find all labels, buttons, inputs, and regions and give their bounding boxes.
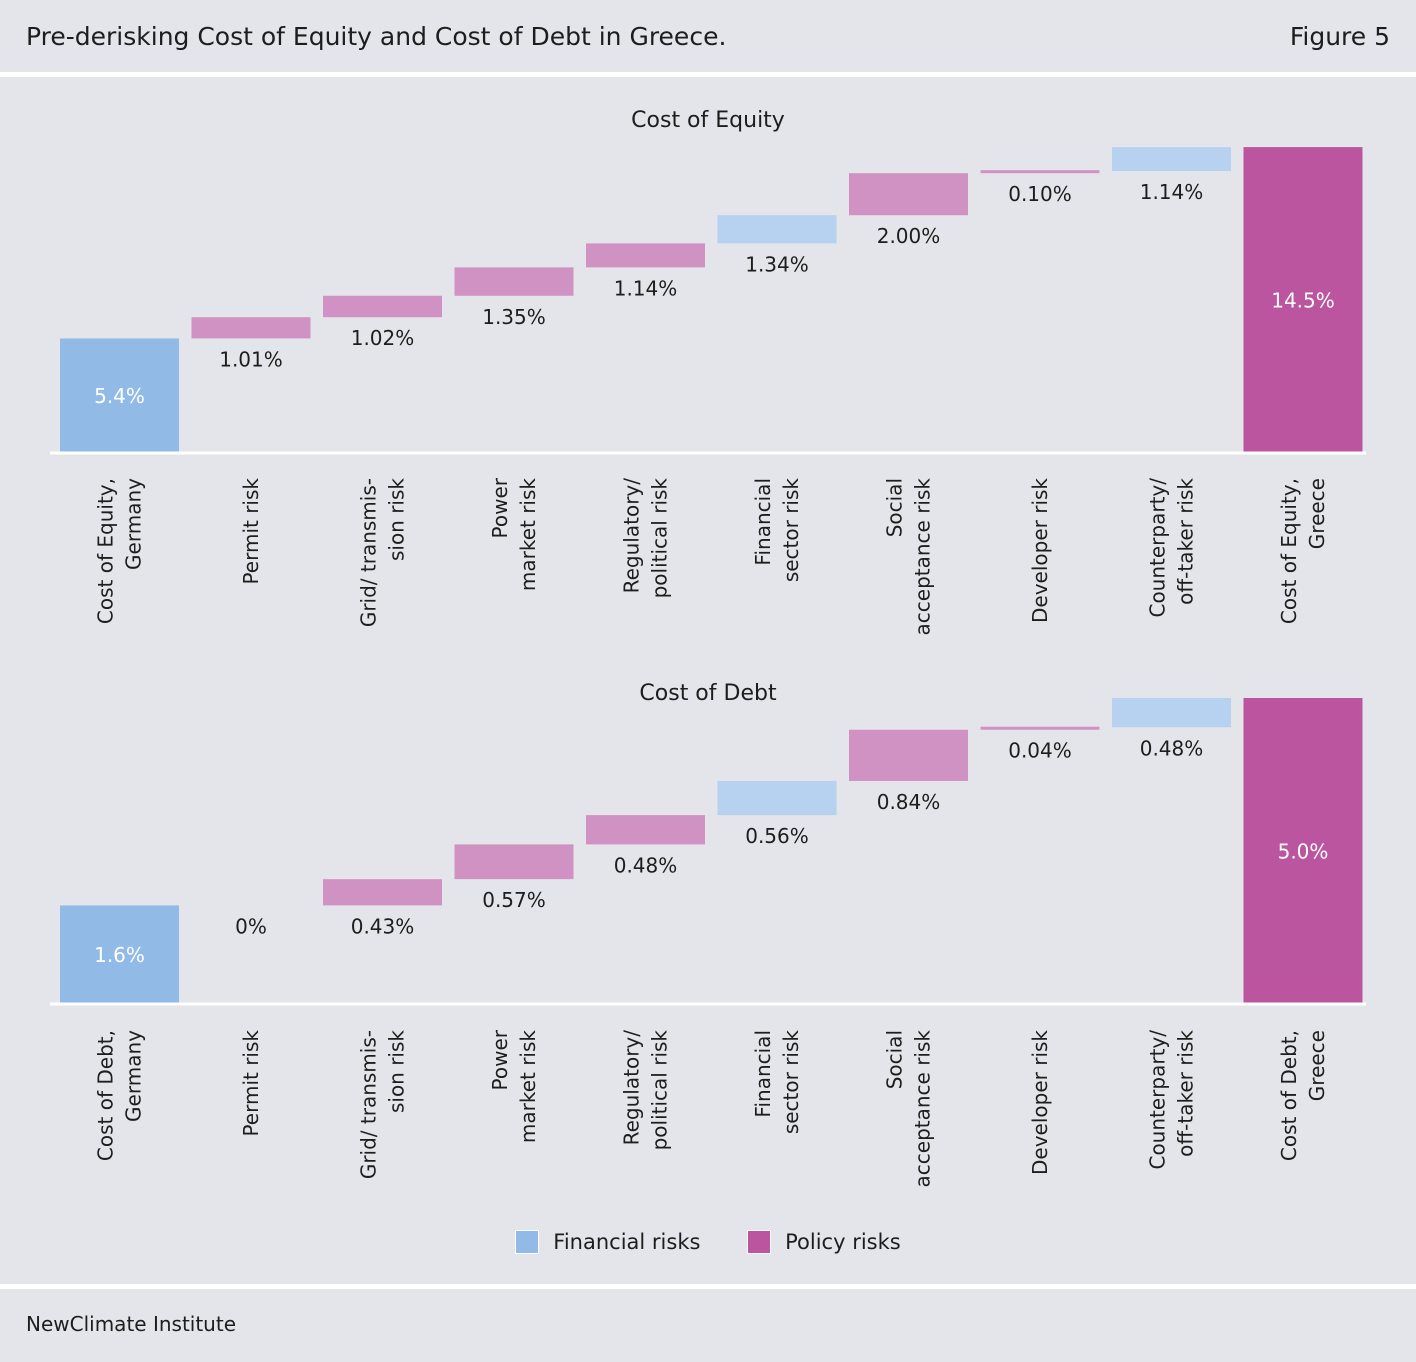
legend-label-policy: Policy risks [785, 1230, 901, 1254]
equity-category-label-1: Cost of Equity, [94, 478, 118, 624]
figure-number: Figure 5 [1289, 22, 1390, 51]
debt-category-label-3: Grid/ transmis- [357, 1030, 381, 1179]
debt-category-label-7: Social [883, 1030, 907, 1089]
debt-chart-title: Cost of Debt [639, 681, 777, 706]
debt-category-label-8: Developer risk [1028, 1030, 1052, 1175]
equity-bar-3 [323, 295, 442, 318]
equity-category-label-3: sion risk [385, 478, 409, 561]
equity-data-label-2: 1.01% [219, 347, 283, 371]
debt-category-label-6: sector risk [779, 1030, 803, 1135]
debt-category-label-2: Permit risk [239, 1030, 263, 1137]
debt-bar-8 [980, 726, 1100, 730]
equity-category-label-2: Permit risk [239, 478, 263, 585]
debt-bar-6 [717, 780, 837, 816]
debt-bar-10 [1243, 698, 1363, 1003]
header: Pre-derisking Cost of Equity and Cost of… [0, 0, 1416, 72]
equity-bar-6 [717, 215, 837, 244]
debt-data-label-4: 0.57% [482, 888, 546, 912]
equity-category-label-9: off-taker risk [1174, 478, 1198, 605]
equity-category-label-7: acceptance risk [911, 478, 935, 636]
equity-category-label-9: Counterparty/ [1146, 478, 1170, 618]
legend-item-policy: Policy risks [747, 1230, 901, 1254]
debt-category-label-5: Regulatory/ [620, 1030, 644, 1146]
equity-category-label-6: Financial [751, 478, 775, 566]
equity-bar-9 [1112, 147, 1231, 172]
equity-bar-5 [586, 243, 705, 268]
equity-data-label-3: 1.02% [351, 326, 415, 350]
figure-title: Pre-derisking Cost of Equity and Cost of… [26, 22, 727, 51]
legend-swatch-policy [747, 1230, 772, 1254]
equity-chart-title: Cost of Equity [631, 108, 785, 133]
debt-data-label-6: 0.56% [745, 824, 809, 848]
legend: Financial risks Policy risks [0, 1230, 1416, 1259]
legend-item-financial: Financial risks [515, 1230, 700, 1254]
equity-bar-2 [191, 317, 311, 339]
equity-category-label-4: Power [488, 477, 512, 538]
equity-category-label-6: sector risk [779, 478, 803, 583]
equity-category-label-7: Social [883, 478, 907, 537]
debt-category-label-7: acceptance risk [911, 1030, 935, 1188]
equity-category-label-1: Germany [122, 478, 146, 570]
debt-category-label-10: Cost of Debt, [1277, 1030, 1301, 1161]
equity-bar-4 [454, 267, 574, 296]
debt-category-label-4: Power [488, 1029, 512, 1090]
legend-label-financial: Financial risks [553, 1230, 701, 1254]
equity-bar-7 [849, 173, 968, 216]
source-label: NewClimate Institute [26, 1312, 236, 1336]
equity-category-label-10: Cost of Equity, [1277, 478, 1301, 624]
debt-category-label-1: Cost of Debt, [94, 1030, 118, 1161]
debt-category-label-9: Counterparty/ [1146, 1030, 1170, 1170]
debt-data-label-5: 0.48% [614, 853, 678, 877]
equity-category-label-4: market risk [516, 478, 540, 592]
debt-category-label-5: political risk [648, 1030, 672, 1151]
equity-bar-1 [60, 338, 179, 452]
debt-bar-4 [454, 844, 574, 880]
debt-category-label-1: Germany [122, 1030, 146, 1122]
debt-bar-9 [1112, 698, 1231, 728]
equity-category-label-3: Grid/ transmis- [357, 478, 381, 627]
debt-category-label-6: Financial [751, 1030, 775, 1118]
debt-data-label-1: 1.6% [94, 943, 145, 967]
footer-divider [0, 1284, 1416, 1289]
equity-category-label-10: Greece [1305, 478, 1329, 549]
debt-data-label-9: 0.48% [1140, 736, 1204, 760]
debt-data-label-2: 0% [235, 914, 267, 938]
debt-data-label-8: 0.04% [1008, 739, 1072, 763]
equity-category-label-5: Regulatory/ [620, 478, 644, 594]
equity-data-label-1: 5.4% [94, 384, 145, 408]
equity-category-label-5: political risk [648, 478, 672, 599]
debt-data-label-3: 0.43% [351, 914, 415, 938]
debt-bar-5 [586, 815, 705, 845]
debt-category-label-3: sion risk [385, 1030, 409, 1113]
equity-data-label-9: 1.14% [1140, 180, 1204, 204]
debt-bar-7 [849, 729, 968, 781]
equity-data-label-10: 14.5% [1271, 289, 1335, 313]
equity-data-label-5: 1.14% [614, 276, 678, 300]
header-divider [0, 72, 1416, 77]
debt-data-label-10: 5.0% [1278, 840, 1329, 864]
legend-swatch-financial [515, 1230, 540, 1254]
equity-data-label-8: 0.10% [1008, 182, 1072, 206]
debt-data-label-7: 0.84% [877, 790, 941, 814]
equity-data-label-4: 1.35% [482, 305, 546, 329]
debt-category-label-9: off-taker risk [1174, 1030, 1198, 1157]
equity-bar-8 [980, 170, 1100, 174]
debt-bar-1 [60, 905, 179, 1003]
debt-category-label-10: Greece [1305, 1030, 1329, 1101]
debt-bar-3 [323, 879, 442, 906]
debt-category-label-4: market risk [516, 1030, 540, 1144]
equity-category-label-8: Developer risk [1028, 478, 1052, 623]
equity-data-label-7: 2.00% [877, 224, 941, 248]
equity-bar-10 [1243, 147, 1363, 453]
equity-data-label-6: 1.34% [745, 252, 809, 276]
